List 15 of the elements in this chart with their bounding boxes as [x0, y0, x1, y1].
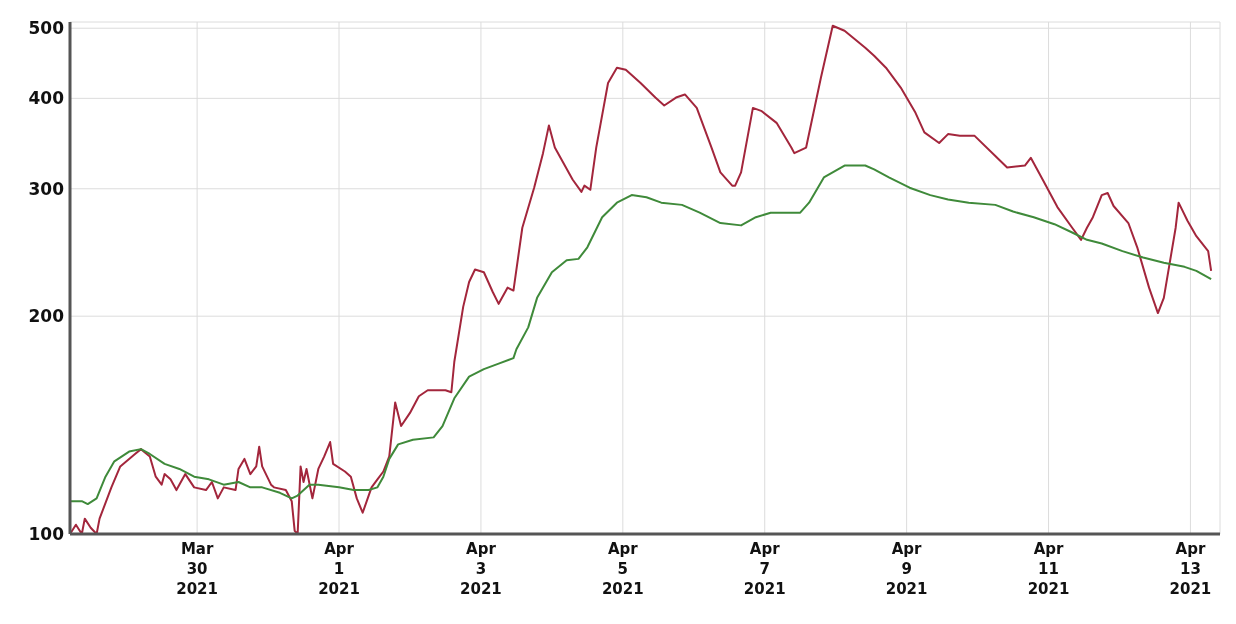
x-tick-label: Apr 11 2021 — [1027, 540, 1070, 598]
x-tick-label: Apr 13 2021 — [1169, 540, 1212, 598]
x-tick-label: Apr 5 2021 — [601, 540, 644, 598]
x-tick-label: Apr 9 2021 — [885, 540, 928, 598]
x-tick-label: Mar 30 2021 — [176, 540, 218, 598]
y-tick-label: 100 — [28, 524, 65, 545]
y-tick-label: 300 — [28, 178, 65, 199]
y-tick-label: 400 — [28, 88, 65, 109]
y-tick-label: 200 — [28, 306, 65, 327]
x-tick-label: Apr 7 2021 — [743, 540, 786, 598]
line-series — [70, 164, 1213, 506]
x-tick-label: Apr 1 2021 — [318, 540, 360, 598]
x-tick-label: Apr 3 2021 — [460, 540, 502, 598]
y-tick-label: 500 — [28, 18, 65, 39]
line-series — [70, 24, 1213, 534]
